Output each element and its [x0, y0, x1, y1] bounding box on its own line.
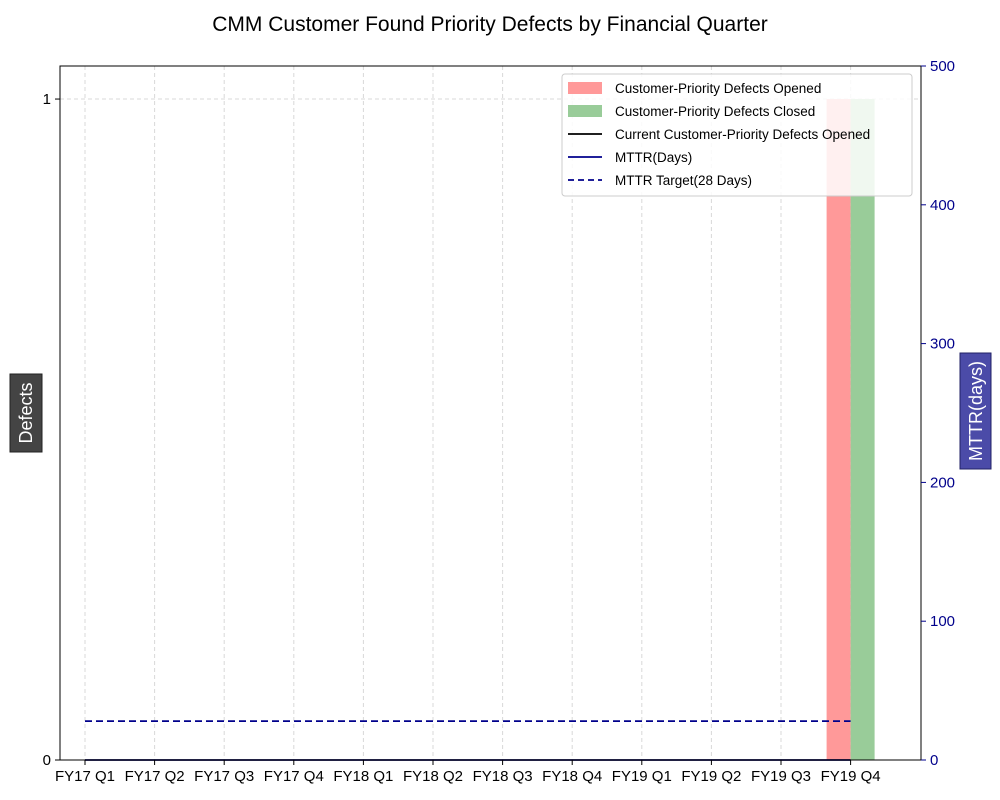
bar-opened: [826, 99, 851, 761]
y-axis-label-left: Defects: [9, 373, 43, 453]
legend-label: MTTR Target(28 Days): [615, 173, 752, 188]
legend-item: MTTR(Days): [568, 150, 692, 165]
legend-label: MTTR(Days): [615, 150, 692, 165]
y-right-tick-label: 300: [930, 336, 955, 353]
plot-frame: [59, 65, 922, 761]
y-right-tick-label: 0: [930, 752, 938, 769]
legend: Customer-Priority Defects Opened Customer…: [561, 73, 913, 197]
x-tick-label: FY18 Q3: [473, 768, 533, 785]
y-right-tick-label: 200: [930, 474, 955, 491]
y-left-tick-label: 1: [43, 91, 51, 108]
legend-label: Customer-Priority Defects Opened: [615, 81, 821, 96]
legend-item: MTTR Target(28 Days): [568, 173, 752, 188]
lines: [85, 720, 851, 761]
y-axis-label-right: MTTR(days): [959, 352, 992, 470]
bars: [826, 99, 875, 761]
legend-frame: [561, 73, 913, 197]
x-tick-label: FY19 Q2: [681, 768, 741, 785]
y-left-tick-label: 0: [43, 752, 51, 769]
x-tick-label: FY18 Q1: [333, 768, 393, 785]
chart-title: CMM Customer Found Priority Defects by F…: [212, 13, 768, 36]
legend-item: Customer-Priority Defects Closed: [568, 104, 815, 119]
bar-closed: [850, 99, 875, 761]
legend-swatch: [568, 105, 602, 117]
legend-swatch: [568, 82, 602, 94]
x-tick-label: FY19 Q4: [821, 768, 881, 785]
legend-label: Current Customer-Priority Defects Opened: [615, 127, 870, 142]
x-tick-label: FY18 Q4: [542, 768, 602, 785]
y-right-tick-label: 500: [930, 58, 955, 75]
legend-item: Customer-Priority Defects Opened: [568, 81, 821, 96]
axes: FY17 Q1 FY17 Q2 FY17 Q3 FY17 Q4 FY18 Q1 FY18 …: [43, 58, 955, 785]
legend-item: Current Customer-Priority Defects Opened: [568, 127, 870, 142]
legend-label: Customer-Priority Defects Closed: [615, 104, 815, 119]
y-axis-label-right-text: MTTR(days): [966, 361, 986, 461]
y-right-tick-label: 400: [930, 197, 955, 214]
x-tick-label: FY19 Q1: [612, 768, 672, 785]
x-tick-label: FY17 Q2: [125, 768, 185, 785]
x-tick-label: FY19 Q3: [751, 768, 811, 785]
x-tick-label: FY18 Q2: [403, 768, 463, 785]
y-right-tick-label: 100: [930, 613, 955, 630]
y-axis-label-left-text: Defects: [16, 382, 36, 443]
x-tick-label: FY17 Q1: [55, 768, 115, 785]
x-tick-label: FY17 Q3: [194, 768, 254, 785]
x-tick-label: FY17 Q4: [264, 768, 324, 785]
